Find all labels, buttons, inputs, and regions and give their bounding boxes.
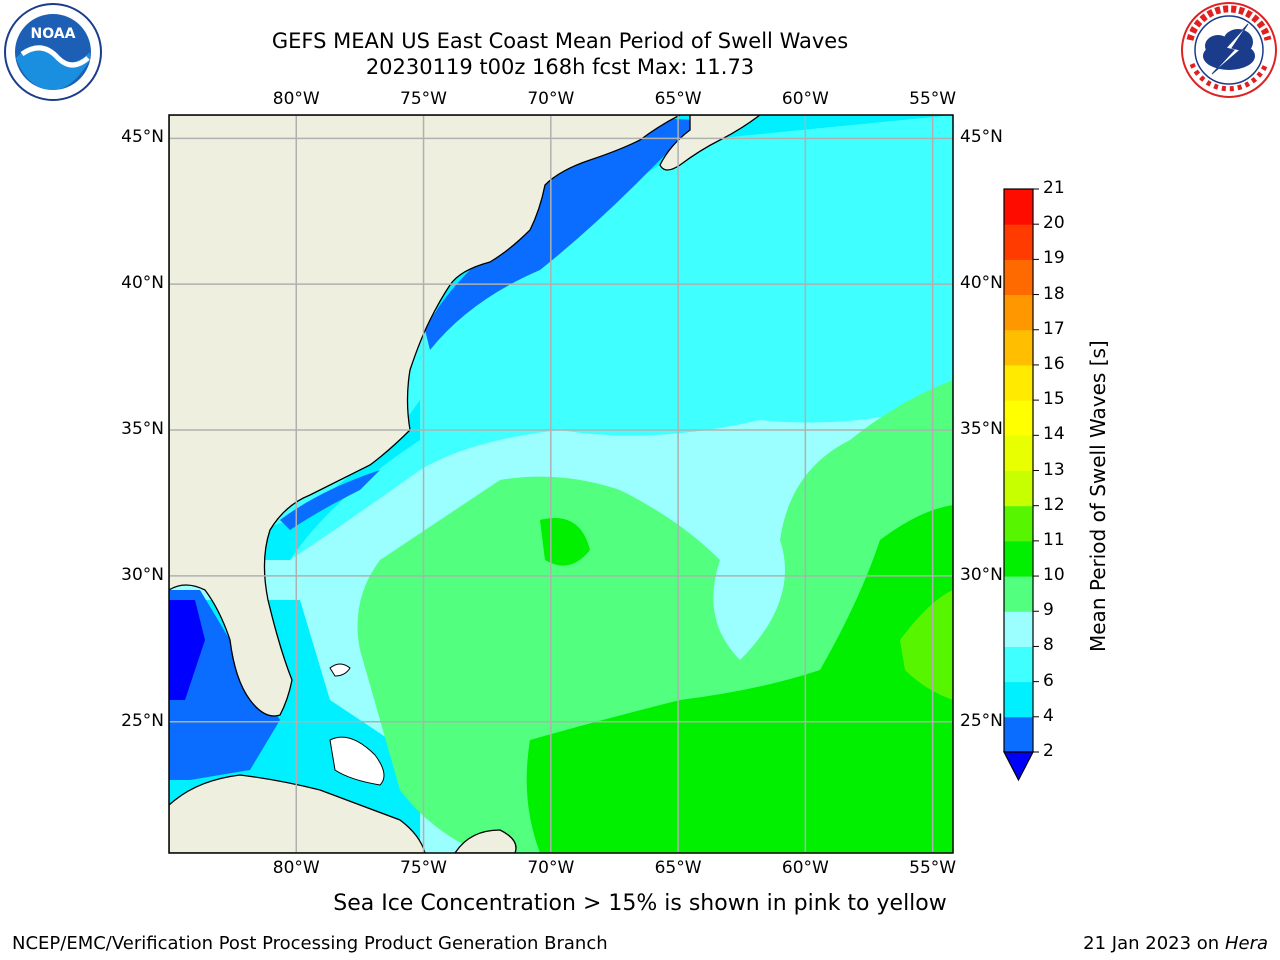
- latitude-label-right: 45°N: [960, 127, 1003, 148]
- noaa-logo-icon: NOAA: [4, 3, 102, 101]
- credit-date: 21 Jan 2023 on Hera: [1083, 933, 1268, 954]
- credit-host: Hera: [1224, 933, 1268, 954]
- colorbar-segment: [1004, 681, 1033, 718]
- longitude-label-top: 65°W: [654, 89, 702, 109]
- chart-title: GEFS MEAN US East Coast Mean Period of S…: [271, 29, 849, 53]
- colorbar-tick-label: 12: [1043, 494, 1065, 515]
- land-hispaniola: [454, 829, 517, 853]
- ocean-field-2-4s-northeast: [425, 115, 700, 350]
- credit-branch: NCEP/EMC/Verification Post Processing Pr…: [12, 933, 608, 954]
- colorbar-tick-label: 2: [1043, 741, 1054, 761]
- longitude-label-bottom: 65°W: [654, 858, 702, 878]
- colorbar-tick-label: 4: [1043, 705, 1054, 726]
- ocean-field-under-2s: [169, 600, 205, 700]
- colorbar-segment: [1004, 400, 1033, 436]
- sea-ice-note: Sea Ice Concentration > 15% is shown in …: [333, 891, 947, 916]
- colorbar-tick-label: 15: [1043, 389, 1065, 410]
- colorbar-tick-label: 21: [1043, 178, 1065, 198]
- ocean-field-11-12s: [900, 590, 953, 700]
- latitude-label-left: 40°N: [121, 273, 164, 294]
- latitude-label-right: 30°N: [960, 564, 1003, 585]
- colorbar-tick-label: 6: [1043, 670, 1054, 691]
- colorbar-segment: [1004, 364, 1033, 401]
- colorbar-segment: [1004, 189, 1033, 225]
- latitude-label-right: 40°N: [960, 273, 1003, 294]
- national-weather-service-logo-icon: [1181, 2, 1277, 98]
- colorbar-segment: [1004, 611, 1033, 647]
- colorbar-tick-label: 17: [1043, 318, 1065, 339]
- land-nova-scotia: [659, 115, 762, 171]
- longitude-label-bottom: 60°W: [781, 858, 829, 878]
- colorbar-segment: [1004, 435, 1033, 471]
- latitude-label-left: 30°N: [121, 564, 164, 585]
- colorbar-tick-label: 11: [1043, 529, 1065, 550]
- longitude-label-top: 80°W: [272, 89, 320, 109]
- colorbar-tick-label: 13: [1043, 459, 1065, 480]
- latitude-label-left: 25°N: [121, 710, 164, 731]
- colorbar-segment: [1004, 540, 1033, 577]
- colorbar-tick-label: 10: [1043, 565, 1065, 586]
- colorbar-segment: [1004, 329, 1033, 366]
- colorbar: [1003, 188, 1039, 782]
- colorbar-tick-label: 20: [1043, 213, 1065, 234]
- colorbar-under-triangle: [1003, 751, 1034, 782]
- ocean-field-2-4s-georgia: [280, 470, 380, 530]
- longitude-label-top: 60°W: [781, 89, 829, 109]
- map-field: [169, 115, 953, 853]
- longitude-label-bottom: 80°W: [272, 858, 320, 878]
- chart-subtitle: 20230119 t00z 168h fcst Max: 11.73: [365, 55, 755, 79]
- latitude-label-right: 25°N: [960, 710, 1003, 731]
- colorbar-tick-label: 9: [1043, 600, 1054, 621]
- colorbar-segment: [1004, 294, 1033, 331]
- longitude-label-top: 70°W: [527, 89, 575, 109]
- colorbar-segment: [1004, 259, 1033, 296]
- colorbar-tick-label: 19: [1043, 248, 1065, 269]
- ocean-field-10-11s-patch: [540, 518, 590, 566]
- longitude-label-top: 75°W: [400, 89, 447, 109]
- colorbar-segment: [1004, 224, 1033, 260]
- colorbar-segment: [1004, 470, 1033, 507]
- latitude-label-right: 35°N: [960, 419, 1003, 440]
- map-gridlines: [169, 115, 953, 853]
- longitude-label-top: 55°W: [909, 89, 957, 109]
- latitude-label-left: 35°N: [121, 419, 164, 440]
- land-bahamas-north: [329, 663, 351, 677]
- ocean-field-10-11s: [526, 505, 953, 853]
- map-frame: [168, 114, 954, 854]
- longitude-label-bottom: 70°W: [527, 858, 575, 878]
- colorbar-tick-label: 14: [1043, 424, 1065, 445]
- colorbar-segment: [1004, 646, 1033, 683]
- latitude-label-left: 45°N: [121, 127, 164, 148]
- colorbar-tick-label: 18: [1043, 283, 1065, 304]
- colorbar-tick-label: 8: [1043, 635, 1054, 656]
- colorbar-label: Mean Period of Swell Waves [s]: [1086, 340, 1110, 652]
- ocean-field-4-6s-south: [169, 400, 420, 560]
- land-bahamas-bank: [329, 736, 385, 786]
- colorbar-segment: [1004, 716, 1033, 753]
- longitude-label-bottom: 75°W: [400, 858, 447, 878]
- colorbar-tick-label: 16: [1043, 353, 1065, 374]
- noaa-logo-text: NOAA: [31, 26, 76, 42]
- longitude-label-bottom: 55°W: [909, 858, 957, 878]
- credit-date-text: 21 Jan 2023 on: [1083, 933, 1220, 954]
- colorbar-segment: [1004, 505, 1033, 542]
- colorbar-segment: [1004, 576, 1033, 612]
